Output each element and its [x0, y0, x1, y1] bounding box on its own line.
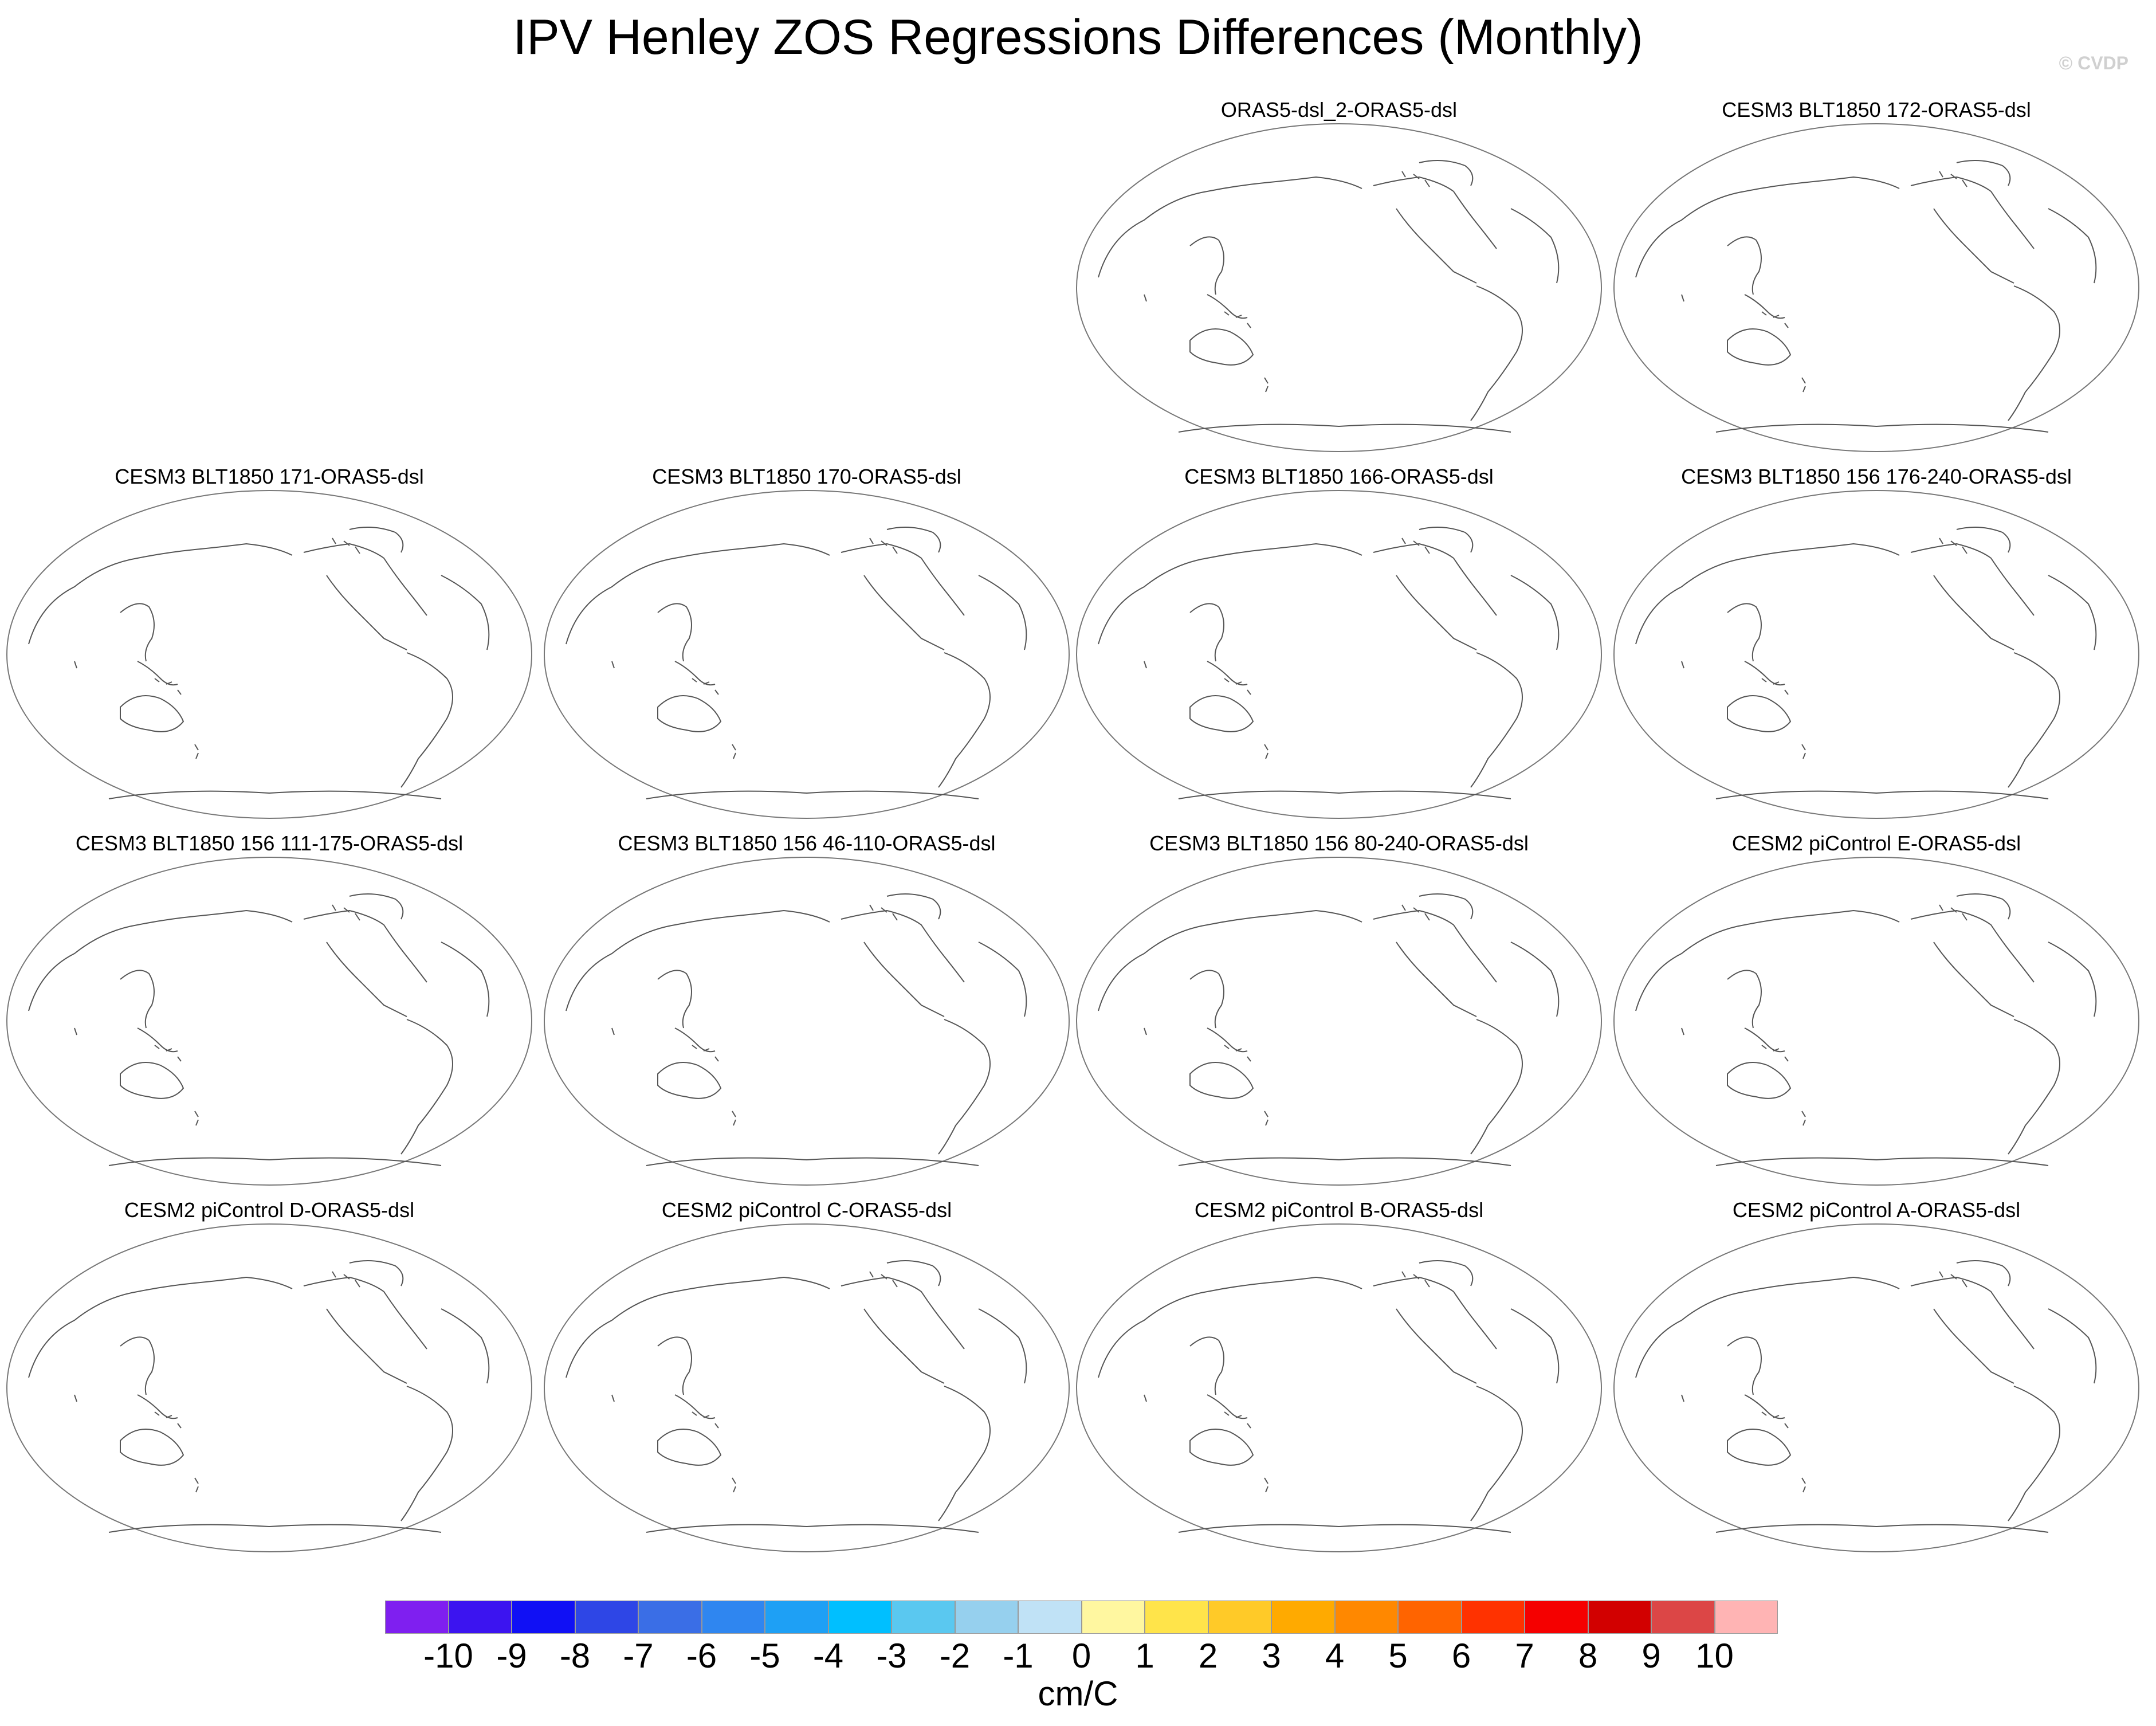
colorbar-box — [1334, 1601, 1398, 1634]
panel-title: CESM2 piControl A-ORAS5-dsl — [1732, 1198, 2021, 1222]
colorbar-box — [638, 1601, 702, 1634]
panel-title: CESM2 piControl C-ORAS5-dsl — [661, 1198, 952, 1222]
map-panel: CESM3 BLT1850 171-ORAS5-dsl — [6, 464, 533, 819]
panel-title: CESM3 BLT1850 156 46-110-ORAS5-dsl — [618, 831, 996, 855]
world-map — [1613, 123, 2139, 452]
colorbar-box — [1714, 1601, 1778, 1634]
colorbar-tick-label: -10 — [423, 1637, 473, 1675]
colorbar-tick-label: 6 — [1451, 1637, 1471, 1675]
colorbar-tick-label: 2 — [1198, 1637, 1218, 1675]
colorbar-box — [1588, 1601, 1651, 1634]
colorbar-box — [1461, 1601, 1525, 1634]
colorbar-tick-label: 5 — [1388, 1637, 1408, 1675]
colorbar-tick-label: 0 — [1071, 1637, 1091, 1675]
map-panel: CESM3 BLT1850 166-ORAS5-dsl — [1075, 464, 1603, 819]
colorbar-box — [1208, 1601, 1271, 1634]
world-map — [1076, 857, 1602, 1186]
map-panel: CESM2 piControl D-ORAS5-dsl — [6, 1198, 533, 1553]
map-panel: CESM3 BLT1850 156 176-240-ORAS5-dsl — [1613, 464, 2140, 819]
colorbar-box — [1651, 1601, 1715, 1634]
map-panel: CESM2 piControl C-ORAS5-dsl — [543, 1198, 1070, 1553]
colorbar-box — [1081, 1601, 1145, 1634]
colorbar-box — [892, 1601, 955, 1634]
colorbar-tick-label: -5 — [749, 1637, 780, 1675]
panel-title: CESM2 piControl B-ORAS5-dsl — [1194, 1198, 1484, 1222]
colorbar-tick-label: -3 — [876, 1637, 907, 1675]
colorbar-box — [701, 1601, 765, 1634]
colorbar-box — [1525, 1601, 1588, 1634]
panel-title: CESM3 BLT1850 156 80-240-ORAS5-dsl — [1149, 831, 1529, 855]
map-panel: ORAS5-dsl_2-ORAS5-dsl — [1075, 97, 1603, 453]
map-panel: CESM3 BLT1850 156 111-175-ORAS5-dsl — [6, 831, 533, 1186]
world-map — [6, 1223, 532, 1552]
panel-title: ORAS5-dsl_2-ORAS5-dsl — [1220, 98, 1458, 121]
world-map — [1613, 1223, 2139, 1552]
colorbar-box — [1018, 1601, 1082, 1634]
panel-title: CESM3 BLT1850 156 176-240-ORAS5-dsl — [1681, 465, 2072, 488]
panel-title: CESM3 BLT1850 166-ORAS5-dsl — [1184, 465, 1494, 488]
figure-title: IPV Henley ZOS Regressions Differences (… — [513, 10, 1643, 65]
colorbar-tick-label: 7 — [1515, 1637, 1534, 1675]
colorbar-box — [1271, 1601, 1335, 1634]
colorbar-tick-label: 3 — [1262, 1637, 1281, 1675]
panel-title: CESM2 piControl E-ORAS5-dsl — [1731, 831, 2021, 855]
colorbar-tick-label: -1 — [1003, 1637, 1034, 1675]
panel-title: CESM3 BLT1850 156 111-175-ORAS5-dsl — [75, 831, 464, 855]
panel-title: CESM3 BLT1850 171-ORAS5-dsl — [115, 465, 424, 488]
colorbar-tick-label: -8 — [559, 1637, 591, 1675]
colorbar-box — [955, 1601, 1018, 1634]
world-map — [544, 490, 1070, 819]
world-map — [6, 857, 532, 1186]
colorbar-tick-label: -2 — [939, 1637, 971, 1675]
colorbar-box — [512, 1601, 575, 1634]
map-panel: CESM2 piControl E-ORAS5-dsl — [1613, 831, 2140, 1186]
colorbar-tick-label: -6 — [686, 1637, 717, 1675]
map-panel: CESM2 piControl A-ORAS5-dsl — [1613, 1198, 2140, 1553]
map-panel: CESM3 BLT1850 172-ORAS5-dsl — [1613, 97, 2140, 453]
colorbar-tick-label: 10 — [1695, 1637, 1734, 1675]
colorbar-tick-label: -4 — [812, 1637, 844, 1675]
world-map — [544, 1223, 1070, 1552]
colorbar-box — [575, 1601, 638, 1634]
colorbar-box — [765, 1601, 828, 1634]
colorbar-tick-label: 1 — [1135, 1637, 1154, 1675]
panel-title: CESM3 BLT1850 170-ORAS5-dsl — [652, 465, 961, 488]
colorbar-box — [1398, 1601, 1462, 1634]
colorbar-tick-label: 4 — [1325, 1637, 1345, 1675]
colorbar-units: cm/C — [1038, 1674, 1118, 1713]
watermark: © CVDP — [2059, 53, 2128, 73]
colorbar-box — [1145, 1601, 1208, 1634]
map-panel: CESM3 BLT1850 170-ORAS5-dsl — [543, 464, 1070, 819]
panel-title: CESM3 BLT1850 172-ORAS5-dsl — [1722, 98, 2031, 121]
map-panel: CESM2 piControl B-ORAS5-dsl — [1075, 1198, 1603, 1553]
panel-title: CESM2 piControl D-ORAS5-dsl — [124, 1198, 415, 1222]
colorbar-box — [448, 1601, 512, 1634]
world-map — [1076, 123, 1602, 452]
colorbar-tick-label: 9 — [1641, 1637, 1661, 1675]
colorbar-tick-label: -7 — [623, 1637, 654, 1675]
world-map — [1076, 490, 1602, 819]
world-map — [1613, 857, 2139, 1186]
world-map — [1076, 1223, 1602, 1552]
colorbar-box — [385, 1601, 449, 1634]
colorbar-tick-label: -9 — [496, 1637, 527, 1675]
map-panel: CESM3 BLT1850 156 46-110-ORAS5-dsl — [543, 831, 1070, 1186]
colorbar-box — [828, 1601, 892, 1634]
world-map — [544, 857, 1070, 1186]
world-map — [6, 490, 532, 819]
map-panel: CESM3 BLT1850 156 80-240-ORAS5-dsl — [1075, 831, 1603, 1186]
colorbar-tick-label: 8 — [1578, 1637, 1598, 1675]
world-map — [1613, 490, 2139, 819]
